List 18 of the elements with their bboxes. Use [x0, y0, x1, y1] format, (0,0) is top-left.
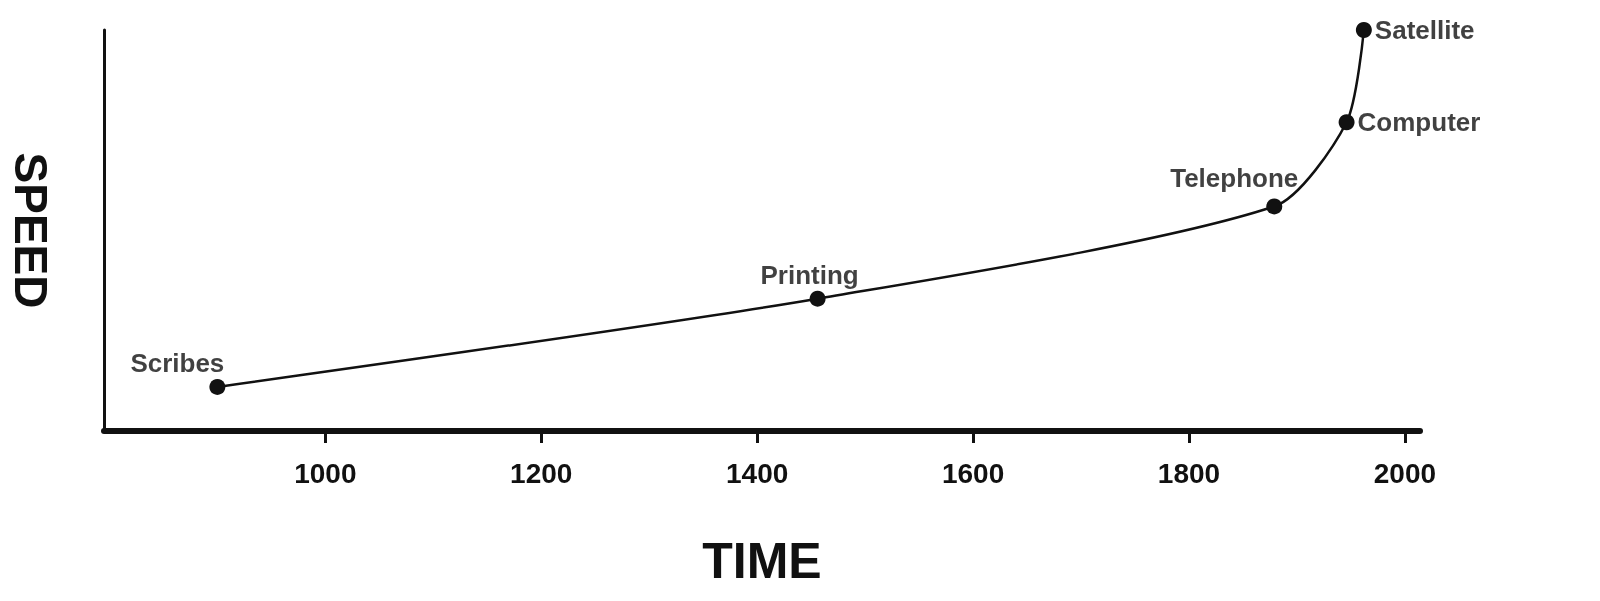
y-axis-title: SPEED [5, 152, 57, 309]
x-axis-title: TIME [702, 533, 822, 589]
x-tick-label: 2000 [1373, 457, 1437, 489]
point [1266, 198, 1283, 215]
point [1355, 22, 1372, 38]
point [209, 378, 226, 395]
annotation: Telephone [1170, 163, 1299, 194]
x-tick-label: 1200 [510, 457, 573, 489]
point [809, 290, 826, 307]
annotation: Scribes [130, 347, 225, 378]
x-tick-label: 1800 [1157, 457, 1221, 489]
annotation: Computer [1357, 107, 1481, 138]
point [1338, 114, 1355, 131]
annotation: Satellite [1374, 15, 1475, 45]
x-tick-label: 1600 [941, 457, 1005, 489]
x-tick-label: 1400 [725, 457, 789, 489]
x-tick-label: 1000 [294, 457, 357, 489]
annotation: Printing [760, 259, 859, 290]
